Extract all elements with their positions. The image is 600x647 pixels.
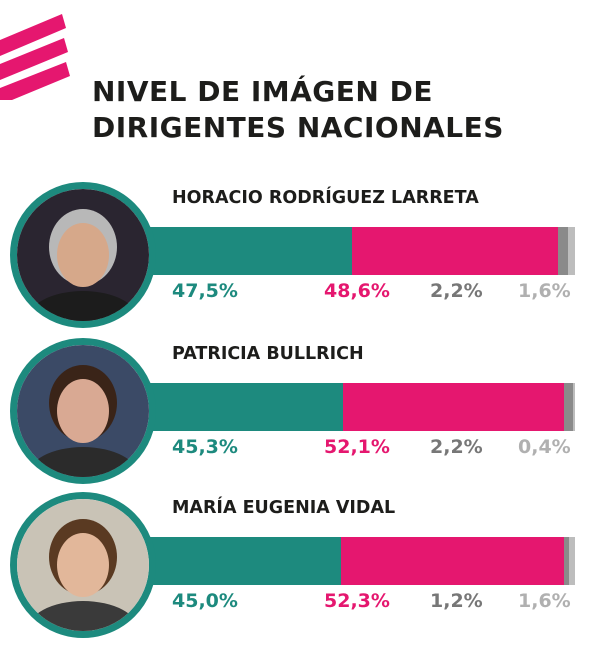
segment-positive bbox=[150, 537, 342, 585]
value-label: 52,1% bbox=[324, 436, 390, 458]
segment-negative bbox=[351, 227, 559, 275]
candidate-photo bbox=[10, 338, 156, 484]
candidate-row: PATRICIA BULLRICH 45,3% 52,1% 2,2% 0,4% bbox=[0, 338, 600, 488]
candidate-name: PATRICIA BULLRICH bbox=[172, 344, 364, 364]
value-label: 2,2% bbox=[430, 436, 483, 458]
value-label: 0,4% bbox=[518, 436, 571, 458]
segment-negative bbox=[341, 537, 564, 585]
value-label: 45,0% bbox=[172, 590, 238, 612]
segment-negative bbox=[342, 383, 564, 431]
stacked-bar bbox=[150, 383, 575, 431]
value-label: 1,2% bbox=[430, 590, 483, 612]
value-label: 1,6% bbox=[518, 590, 571, 612]
segment-dont-know bbox=[558, 227, 568, 275]
segment-no-answer bbox=[567, 227, 575, 275]
value-label: 48,6% bbox=[324, 280, 390, 302]
title-line-1: NIVEL DE IMÁGEN DE bbox=[92, 75, 433, 108]
title-line-2: DIRIGENTES NACIONALES bbox=[92, 111, 504, 144]
stacked-bar bbox=[150, 537, 576, 585]
candidate-name: MARÍA EUGENIA VIDAL bbox=[172, 498, 396, 518]
value-label: 2,2% bbox=[430, 280, 483, 302]
segment-no-answer bbox=[573, 383, 575, 431]
candidate-name: HORACIO RODRÍGUEZ LARRETA bbox=[172, 188, 479, 208]
chart-title: NIVEL DE IMÁGEN DE DIRIGENTES NACIONALES bbox=[92, 74, 504, 146]
brand-logo bbox=[0, 14, 70, 100]
candidate-photo bbox=[10, 182, 156, 328]
value-label: 45,3% bbox=[172, 436, 238, 458]
segment-positive bbox=[150, 227, 352, 275]
value-label: 52,3% bbox=[324, 590, 390, 612]
segment-dont-know bbox=[563, 537, 569, 585]
candidate-photo bbox=[10, 492, 156, 638]
segment-dont-know bbox=[563, 383, 574, 431]
segment-positive bbox=[150, 383, 343, 431]
value-label: 1,6% bbox=[518, 280, 571, 302]
candidate-row: MARÍA EUGENIA VIDAL 45,0% 52,3% 1,2% 1,6% bbox=[0, 492, 600, 642]
stacked-bar bbox=[150, 227, 575, 275]
value-label: 47,5% bbox=[172, 280, 238, 302]
candidate-row: HORACIO RODRÍGUEZ LARRETA 47,5% 48,6% 2,2% 1… bbox=[0, 182, 600, 332]
segment-no-answer bbox=[568, 537, 576, 585]
